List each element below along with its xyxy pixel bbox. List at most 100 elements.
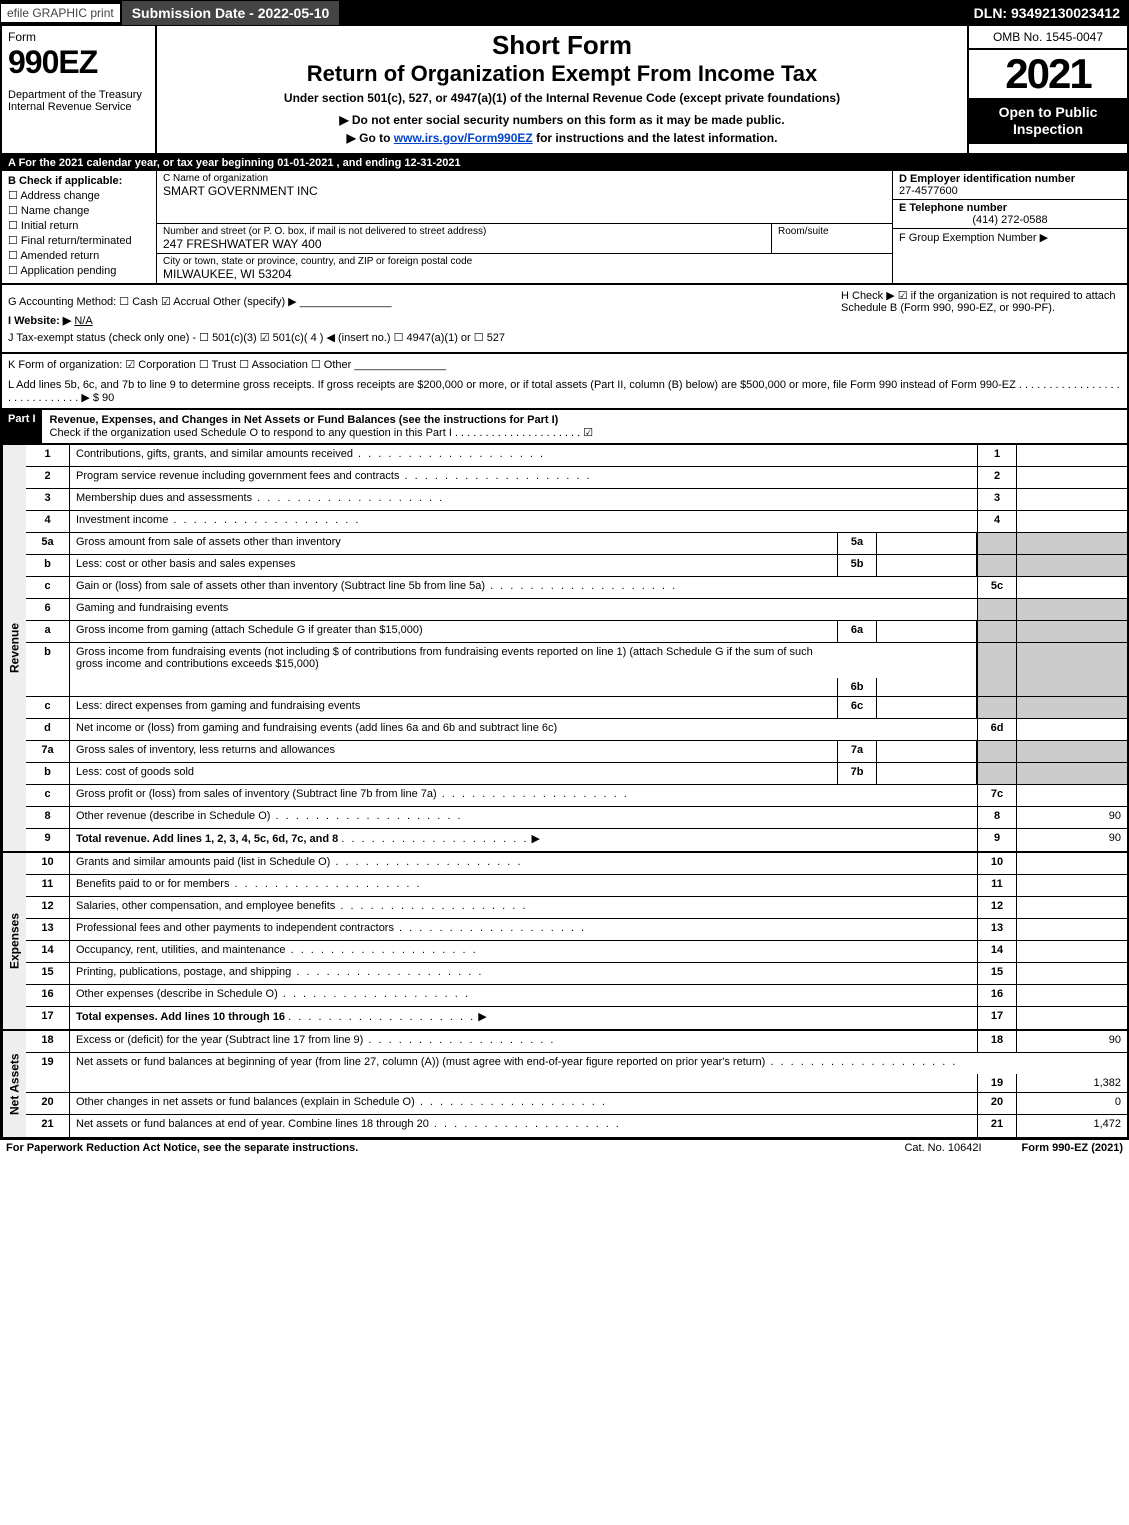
line-3: 3Membership dues and assessments3: [26, 489, 1127, 511]
section-i: I Website: ▶ N/A: [8, 314, 1121, 327]
section-l: L Add lines 5b, 6c, and 7b to line 9 to …: [0, 375, 1129, 410]
line-14: 14Occupancy, rent, utilities, and mainte…: [26, 941, 1127, 963]
tax-year: 2021: [969, 50, 1127, 98]
section-b: B Check if applicable: Address change Na…: [2, 171, 157, 283]
line-5b: bLess: cost or other basis and sales exp…: [26, 555, 1127, 577]
chk-initial-return[interactable]: Initial return: [8, 219, 150, 232]
group-exemption: F Group Exemption Number ▶: [899, 231, 1121, 244]
chk-application-pending[interactable]: Application pending: [8, 264, 150, 277]
line-4: 4Investment income4: [26, 511, 1127, 533]
line-2: 2Program service revenue including gover…: [26, 467, 1127, 489]
part-i-desc: Revenue, Expenses, and Changes in Net As…: [42, 410, 1127, 443]
block-bcdef: B Check if applicable: Address change Na…: [0, 171, 1129, 285]
line-10: 10Grants and similar amounts paid (list …: [26, 853, 1127, 875]
no-ssn-note: ▶ Do not enter social security numbers o…: [165, 113, 959, 127]
under-section: Under section 501(c), 527, or 4947(a)(1)…: [165, 91, 959, 105]
line-9: 9Total revenue. Add lines 1, 2, 3, 4, 5c…: [26, 829, 1127, 851]
chk-final-return[interactable]: Final return/terminated: [8, 234, 150, 247]
short-form-title: Short Form: [165, 30, 959, 61]
goto-row: ▶ Go to www.irs.gov/Form990EZ for instru…: [165, 131, 959, 145]
dln-number: DLN: 93492130023412: [966, 1, 1128, 25]
chk-name-change[interactable]: Name change: [8, 204, 150, 217]
line-7b: bLess: cost of goods sold7b: [26, 763, 1127, 785]
ein-value: 27-4577600: [899, 185, 1121, 197]
chk-address-change[interactable]: Address change: [8, 189, 150, 202]
line-17-desc: Total expenses. Add lines 10 through 16: [76, 1011, 285, 1023]
line-15: 15Printing, publications, postage, and s…: [26, 963, 1127, 985]
section-f: F Group Exemption Number ▶: [893, 229, 1127, 246]
line-6: 6Gaming and fundraising events: [26, 599, 1127, 621]
efile-label: efile GRAPHIC print: [1, 4, 122, 22]
form-id-block: Form 990EZ Department of the Treasury In…: [2, 26, 157, 153]
phone-value: (414) 272-0588: [899, 214, 1121, 226]
line-17: 17Total expenses. Add lines 10 through 1…: [26, 1007, 1127, 1029]
line-16: 16Other expenses (describe in Schedule O…: [26, 985, 1127, 1007]
chk-amended-return[interactable]: Amended return: [8, 249, 150, 262]
line-5a: 5aGross amount from sale of assets other…: [26, 533, 1127, 555]
part-i-title: Revenue, Expenses, and Changes in Net As…: [50, 414, 559, 426]
footer-left: For Paperwork Reduction Act Notice, see …: [6, 1142, 358, 1154]
goto-suffix: for instructions and the latest informat…: [533, 131, 778, 145]
line-18: 18Excess or (deficit) for the year (Subt…: [26, 1031, 1127, 1053]
section-b-label: B Check if applicable:: [8, 175, 150, 187]
street-row: Number and street (or P. O. box, if mail…: [157, 224, 892, 254]
website-label: I Website: ▶: [8, 315, 71, 327]
line-6b: bGross income from fundraising events (n…: [26, 643, 1127, 697]
section-a: A For the 2021 calendar year, or tax yea…: [0, 155, 1129, 171]
goto-link[interactable]: www.irs.gov/Form990EZ: [394, 131, 533, 145]
top-bar: efile GRAPHIC print Submission Date - 20…: [0, 0, 1129, 26]
part-i-check: Check if the organization used Schedule …: [50, 427, 594, 439]
form-header: Form 990EZ Department of the Treasury In…: [0, 26, 1129, 155]
submission-date: Submission Date - 2022-05-10: [122, 1, 342, 25]
netassets-side-label: Net Assets: [2, 1031, 26, 1137]
room-cell: Room/suite: [772, 224, 892, 253]
street-cell: Number and street (or P. O. box, if mail…: [157, 224, 772, 253]
line-20: 20Other changes in net assets or fund ba…: [26, 1093, 1127, 1115]
return-title: Return of Organization Exempt From Incom…: [165, 61, 959, 87]
phone-label: E Telephone number: [899, 202, 1121, 214]
form-title-block: Short Form Return of Organization Exempt…: [157, 26, 967, 153]
line-11: 11Benefits paid to or for members11: [26, 875, 1127, 897]
line-21: 21Net assets or fund balances at end of …: [26, 1115, 1127, 1137]
line-7c: cGross profit or (loss) from sales of in…: [26, 785, 1127, 807]
section-def: D Employer identification number 27-4577…: [892, 171, 1127, 283]
form-word: Form: [8, 30, 149, 44]
revenue-side-label: Revenue: [2, 445, 26, 851]
footer-catno: Cat. No. 10642I: [904, 1142, 981, 1154]
org-name-label: C Name of organization: [163, 173, 886, 184]
section-h: H Check ▶ ☑ if the organization is not r…: [841, 289, 1121, 314]
part-i-header: Part I Revenue, Expenses, and Changes in…: [0, 410, 1129, 445]
city-cell: City or town, state or province, country…: [157, 254, 892, 283]
line-13: 13Professional fees and other payments t…: [26, 919, 1127, 941]
line-6d: dNet income or (loss) from gaming and fu…: [26, 719, 1127, 741]
org-name-cell: C Name of organization SMART GOVERNMENT …: [157, 171, 892, 224]
omb-number: OMB No. 1545-0047: [969, 26, 1127, 50]
expenses-side-label: Expenses: [2, 853, 26, 1029]
street-label: Number and street (or P. O. box, if mail…: [163, 226, 765, 237]
section-e: E Telephone number (414) 272-0588: [893, 200, 1127, 229]
open-inspection: Open to Public Inspection: [969, 98, 1127, 144]
section-j: J Tax-exempt status (check only one) - ☐…: [8, 331, 1121, 344]
line-6c: cLess: direct expenses from gaming and f…: [26, 697, 1127, 719]
header-right: OMB No. 1545-0047 2021 Open to Public In…: [967, 26, 1127, 153]
website-value: N/A: [74, 315, 92, 327]
room-label: Room/suite: [778, 226, 886, 237]
line-19: 19Net assets or fund balances at beginni…: [26, 1053, 1127, 1093]
line-1: 1Contributions, gifts, grants, and simil…: [26, 445, 1127, 467]
section-d: D Employer identification number 27-4577…: [893, 171, 1127, 200]
part-i-table: Revenue 1Contributions, gifts, grants, a…: [0, 445, 1129, 1139]
line-6a: aGross income from gaming (attach Schedu…: [26, 621, 1127, 643]
line-8: 8Other revenue (describe in Schedule O)8…: [26, 807, 1127, 829]
city-value: MILWAUKEE, WI 53204: [163, 267, 886, 281]
form-number: 990EZ: [8, 44, 149, 81]
org-name-value: SMART GOVERNMENT INC: [163, 184, 886, 198]
part-i-tag: Part I: [2, 410, 42, 443]
city-label: City or town, state or province, country…: [163, 256, 886, 267]
ein-label: D Employer identification number: [899, 173, 1121, 185]
line-7a: 7aGross sales of inventory, less returns…: [26, 741, 1127, 763]
footer-formid: Form 990-EZ (2021): [1022, 1142, 1123, 1154]
dept-treasury: Department of the Treasury Internal Reve…: [8, 89, 149, 113]
line-12: 12Salaries, other compensation, and empl…: [26, 897, 1127, 919]
street-value: 247 FRESHWATER WAY 400: [163, 237, 765, 251]
section-k: K Form of organization: ☑ Corporation ☐ …: [0, 354, 1129, 375]
